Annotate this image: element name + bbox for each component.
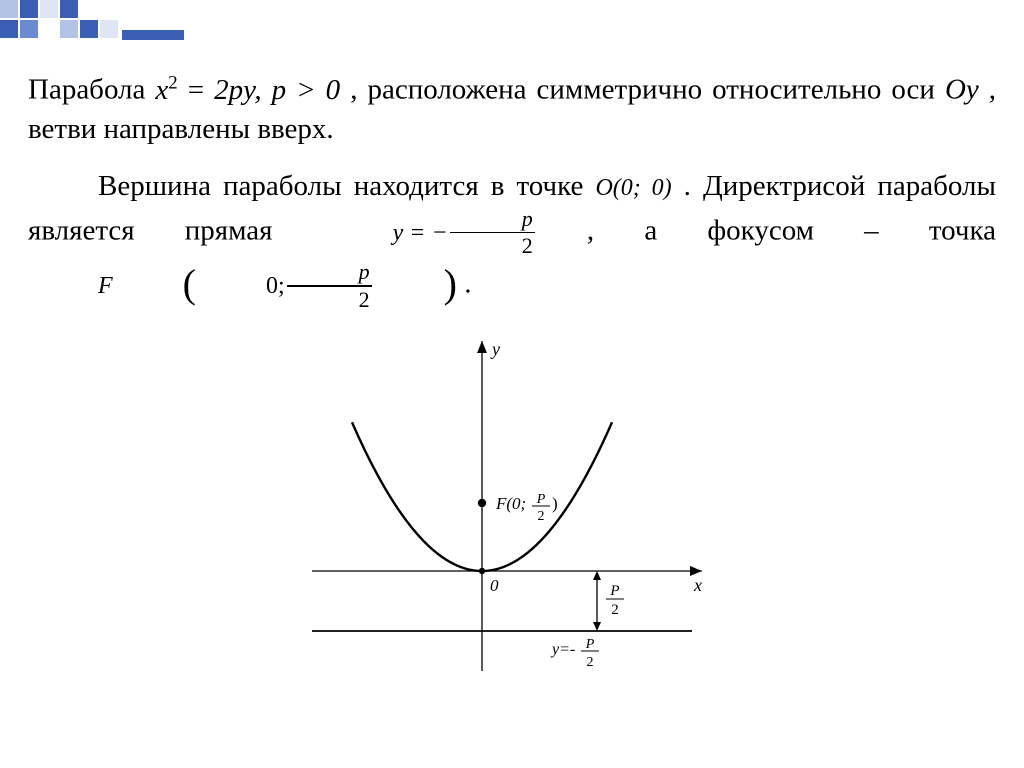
- svg-text:2: 2: [587, 655, 594, 670]
- svg-text:2: 2: [538, 509, 545, 524]
- paragraph-1: Парабола x2 = 2py, p > 0 , расположена с…: [28, 70, 996, 149]
- p2-s2b: .: [464, 268, 471, 300]
- svg-text:F(0;: F(0;: [495, 494, 526, 513]
- paragraph-2: Вершина параболы находится в точке O(0; …: [28, 167, 996, 313]
- svg-text:): ): [552, 494, 558, 513]
- p1-axis: Oy: [945, 74, 979, 106]
- p2-s1a: Вершина параболы находится в точке: [98, 170, 583, 202]
- svg-text:0: 0: [490, 576, 499, 595]
- slide-content: Парабола x2 = 2py, p > 0 , расположена с…: [0, 0, 1024, 691]
- svg-text:y=-: y=-: [550, 641, 575, 658]
- svg-text:2: 2: [611, 602, 619, 618]
- p2-directrix-eq: y = − p 2: [323, 206, 537, 259]
- parabola-figure: y x 0 F(0; P 2) P 2 y=- P 2: [292, 331, 732, 691]
- svg-text:x: x: [693, 575, 702, 595]
- p1-lead: Парабола: [28, 74, 155, 106]
- svg-text:P: P: [585, 637, 595, 652]
- p2-s2a: , а фокусом – точка: [587, 214, 996, 246]
- corner-decoration: [0, 0, 190, 48]
- p1-after: , расположена симметрично относительно о…: [350, 74, 945, 106]
- svg-text:P: P: [536, 492, 546, 507]
- p1-equation: x2 = 2py, p > 0: [155, 74, 350, 106]
- p2-focus: F ( 0; p 2 ): [28, 259, 457, 312]
- svg-text:y: y: [490, 339, 500, 359]
- svg-text:P: P: [609, 583, 619, 599]
- p2-origin: O(0; 0): [595, 175, 671, 201]
